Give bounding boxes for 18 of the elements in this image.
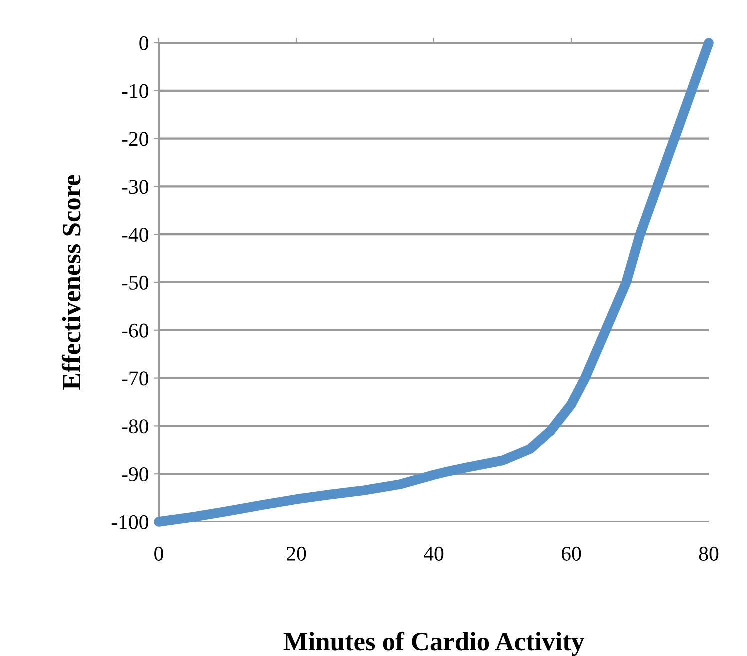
y-tick-label: -10 [122,84,148,98]
x-tick-label: 60 [562,546,582,561]
x-tick-label: 20 [287,546,306,561]
y-tick-label: -50 [122,276,148,290]
y-tick-label: 0 [140,36,148,50]
x-tick-label: 40 [424,546,444,561]
x-tick-label: 0 [154,546,164,561]
x-tick-label: 80 [699,546,719,561]
x-axis-title: Minutes of Cardio Activity [284,632,584,656]
y-tick-label: -80 [122,420,148,434]
y-tick-label: -30 [122,180,148,194]
y-tick-label: -90 [122,467,148,482]
y-axis-title: Effectiveness Score [62,175,81,390]
y-tick-label: -20 [122,132,148,146]
y-tick-label: -60 [122,324,148,338]
y-tick-label: -40 [122,228,148,242]
y-tick-label: -70 [122,372,148,386]
y-tick-label: -100 [112,515,148,530]
